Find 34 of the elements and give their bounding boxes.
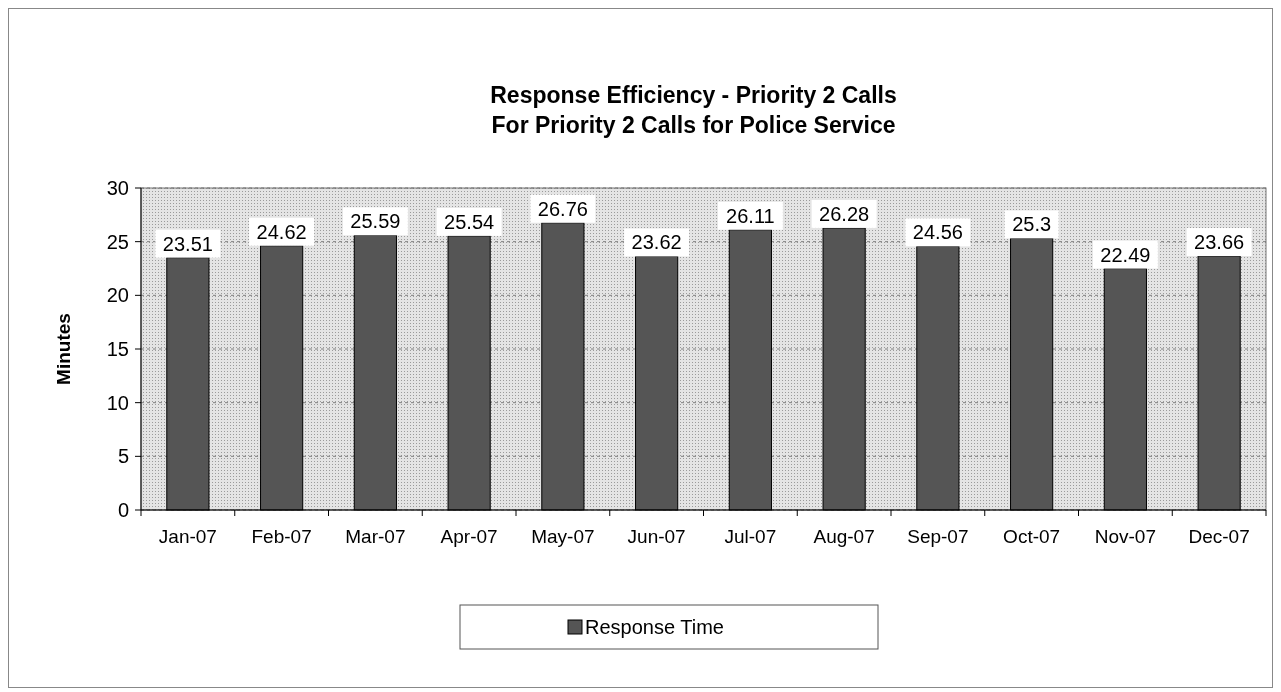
x-tick-label: Sep-07 [907,526,969,547]
data-label: 25.3 [1012,213,1052,236]
data-label: 26.28 [819,202,870,225]
x-tick-label: May-07 [531,526,595,547]
y-axis-title: Minutes [53,313,74,385]
y-tick-label: 15 [106,338,129,360]
x-tick-label: Nov-07 [1094,526,1156,547]
x-tick-label: Dec-07 [1188,526,1250,547]
data-label: 23.66 [1194,231,1245,254]
x-tick-label: Mar-07 [345,526,406,547]
data-label: 25.59 [350,210,401,233]
data-label: 24.62 [256,220,307,243]
chart-title: Response Efficiency - Priority 2 Calls For Priority 2 Calls for Police Service [490,82,897,138]
legend-label: Response Time [585,616,724,638]
y-tick-label: 5 [117,445,129,468]
y-tick-label: 30 [106,177,129,199]
x-tick-label: Jun-07 [627,526,686,547]
data-label: 26.11 [726,204,775,227]
data-label: 23.62 [631,231,682,254]
data-label: 26.76 [537,197,588,220]
data-label: 24.56 [912,221,963,244]
x-tick-label: Jan-07 [158,526,217,547]
x-tick-label: Oct-07 [1003,526,1061,547]
x-tick-label: Apr-07 [440,526,498,547]
y-tick-label: 0 [117,499,129,521]
data-label: 23.51 [162,232,213,255]
y-tick-label: 25 [106,230,129,253]
x-tick-label: Jul-07 [724,526,777,547]
data-label: 22.49 [1100,243,1151,266]
data-label: 25.54 [444,210,495,233]
y-tick-label: 20 [106,284,129,307]
x-tick-label: Aug-07 [813,526,875,547]
x-tick-label: Feb-07 [251,526,312,547]
y-tick-label: 10 [106,391,129,414]
